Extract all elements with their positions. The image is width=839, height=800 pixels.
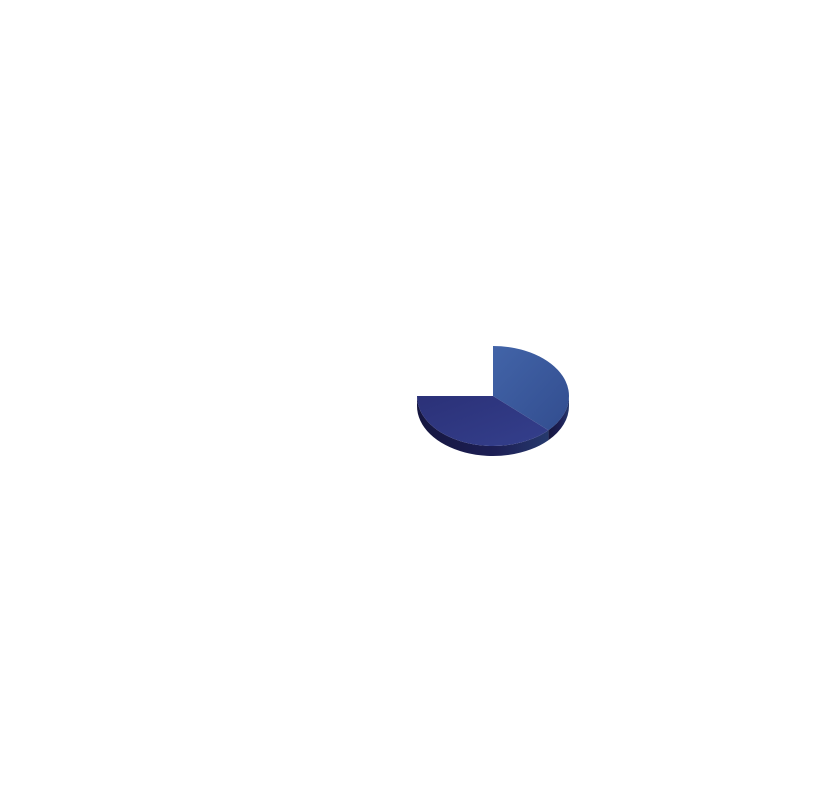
pie-slice-2 xyxy=(417,396,549,446)
pie-slice-side-2 xyxy=(417,396,549,456)
pie-top-layer xyxy=(417,346,569,446)
pie-slice-side-1 xyxy=(548,396,569,441)
pie-slice-1 xyxy=(493,346,569,431)
pie-side-layer xyxy=(417,396,569,456)
